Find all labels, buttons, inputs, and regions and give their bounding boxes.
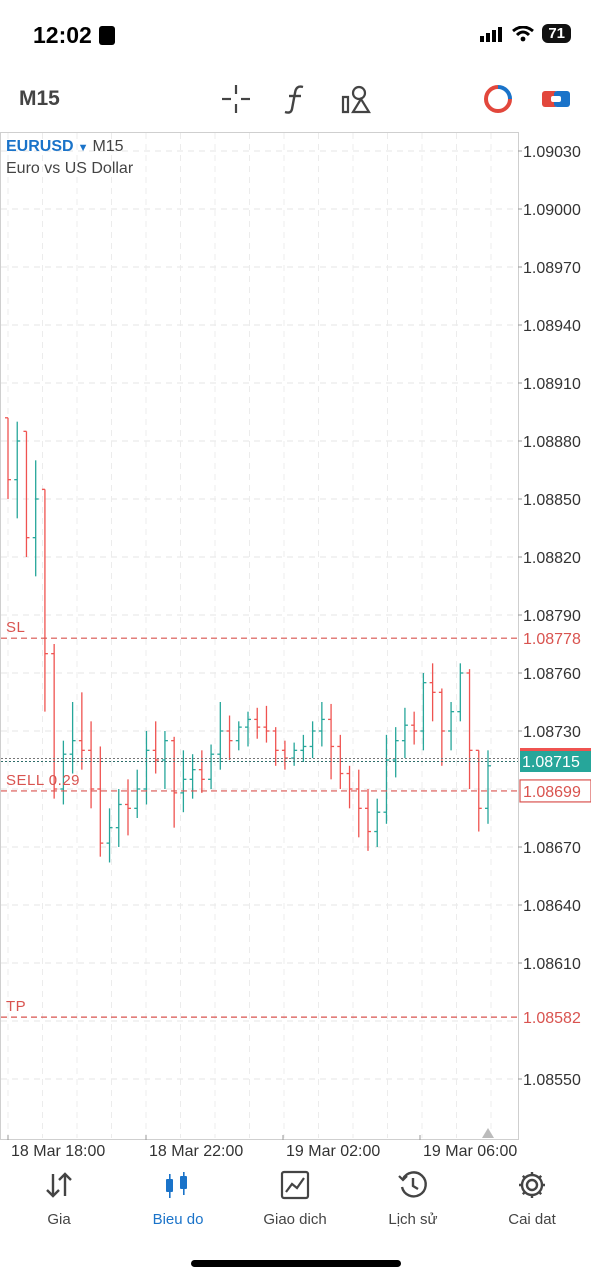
time-tick-label: 19 Mar 02:00 — [286, 1143, 380, 1160]
function-icon — [284, 85, 304, 114]
price-tick-label: 1.08760 — [523, 666, 581, 683]
quotes-arrows-icon — [46, 1172, 72, 1198]
symbol-description: Euro vs US Dollar — [6, 160, 134, 177]
one-click-icon — [484, 85, 512, 113]
nav-settings-label: Cai dat — [508, 1211, 556, 1228]
time-tick-label: 18 Mar 22:00 — [149, 1143, 243, 1160]
price-tick-label: 1.08640 — [523, 898, 581, 915]
price-tick-label: 1.08880 — [523, 434, 581, 451]
gear-icon — [519, 1172, 545, 1198]
price-tick-label: 1.08730 — [523, 724, 581, 741]
chart-symbol-header[interactable]: EURUSD ▼ M15 — [6, 138, 124, 156]
level-label-tp: TP — [6, 998, 26, 1015]
price-chart[interactable]: 1.09030 1.09000 1.08970 1.08940 1.08910 1.088… — [0, 130, 591, 1160]
nav-trade[interactable]: Giao dich — [240, 1165, 350, 1235]
chart-timeframe-label: M15 — [92, 138, 124, 155]
price-tick-label: 1.08670 — [523, 840, 581, 857]
nav-chart[interactable]: Bieu do — [123, 1165, 233, 1235]
level-price-box-sell — [519, 779, 591, 803]
price-tick-label: 1.08940 — [523, 318, 581, 335]
battery-indicator: 71 — [542, 24, 571, 43]
symbol-label[interactable]: EURUSD — [6, 138, 74, 155]
nav-history[interactable]: Lịch sử — [358, 1165, 468, 1235]
trade-button[interactable] — [539, 82, 573, 116]
crosshair-button[interactable] — [219, 82, 253, 116]
chart-candles-icon — [166, 1172, 187, 1198]
chart-shift-icon — [482, 1128, 494, 1138]
bottom-navigation: Gia Bieu do Giao dich Lịch sử Cai dat — [0, 1165, 591, 1245]
chart-toolbar: M15 — [0, 70, 591, 130]
price-tick-label: 1.08550 — [523, 1072, 581, 1089]
level-price-tp: 1.08582 — [523, 1010, 581, 1027]
time-tick-label: 19 Mar 06:00 — [423, 1143, 517, 1160]
nav-quotes[interactable]: Gia — [4, 1165, 114, 1235]
timeframe-button[interactable]: M15 — [19, 87, 60, 110]
nav-trade-label: Giao dich — [263, 1211, 327, 1228]
chart-canvas[interactable]: 1.09030 1.09000 1.08970 1.08940 1.08910 1.088… — [0, 130, 591, 1160]
current-price-label: 1.08715 — [522, 754, 580, 771]
nav-chart-label: Bieu do — [152, 1211, 204, 1228]
price-tick-label: 1.09030 — [523, 144, 581, 161]
crosshair-icon — [222, 85, 250, 113]
status-indicators: 71 — [480, 24, 571, 43]
symbol-dropdown-icon[interactable]: ▼ — [77, 142, 89, 154]
price-tick-label: 1.08970 — [523, 260, 581, 277]
level-price-sl: 1.08778 — [523, 631, 581, 648]
price-tick-label: 1.09000 — [523, 202, 581, 219]
time-tick-label: 18 Mar 18:00 — [11, 1143, 105, 1160]
price-tick-label: 1.08910 — [523, 376, 581, 393]
level-price-sell: 1.08699 — [523, 784, 581, 801]
indicators-button[interactable] — [279, 82, 313, 116]
level-label-sell: SELL 0.29 — [6, 772, 80, 789]
nav-quotes-label: Gia — [47, 1211, 71, 1228]
price-tick-label: 1.08850 — [523, 492, 581, 509]
nav-settings[interactable]: Cai dat — [477, 1165, 587, 1235]
level-label-sl: SL — [6, 619, 25, 636]
current-price-box — [520, 751, 591, 772]
status-time: 12:02 — [33, 22, 92, 48]
id-card-icon — [99, 26, 115, 45]
trade-chart-icon — [280, 1170, 310, 1200]
home-indicator — [191, 1260, 401, 1267]
price-tick-label: 1.08790 — [523, 608, 581, 625]
ask-price-marker — [520, 748, 591, 751]
trade-icon — [542, 91, 570, 107]
price-tick-label: 1.08820 — [523, 550, 581, 567]
signal-icon — [480, 26, 503, 42]
shapes-icon — [341, 85, 371, 114]
status-bar: 12:02 71 — [0, 0, 591, 70]
wifi-icon — [512, 25, 535, 41]
nav-history-label: Lịch sử — [388, 1211, 438, 1228]
plot-frame — [0, 132, 519, 1140]
one-click-trading-button[interactable] — [481, 82, 515, 116]
price-tick-label: 1.08610 — [523, 956, 581, 973]
objects-button[interactable] — [339, 82, 373, 116]
history-clock-icon — [398, 1171, 427, 1198]
